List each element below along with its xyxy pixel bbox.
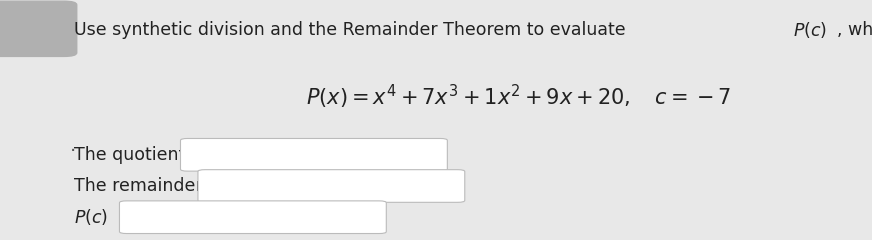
Text: $P(x) = x^4 + 7x^3 + 1x^2 + 9x + 20, \quad c = -7$: $P(x) = x^4 + 7x^3 + 1x^2 + 9x + 20, \qu…	[306, 83, 732, 111]
Text: Use synthetic division and the Remainder Theorem to evaluate: Use synthetic division and the Remainder…	[74, 21, 631, 39]
Text: =: =	[123, 208, 143, 226]
FancyBboxPatch shape	[181, 138, 447, 171]
Text: $P(c)$: $P(c)$	[74, 207, 108, 227]
FancyBboxPatch shape	[0, 1, 77, 56]
FancyBboxPatch shape	[198, 170, 465, 202]
Text: $P(c)$: $P(c)$	[793, 20, 827, 40]
Text: The quotient is: The quotient is	[74, 146, 205, 164]
Text: .: .	[70, 136, 76, 155]
Text: , where: , where	[837, 21, 872, 39]
Text: The remainder is: The remainder is	[74, 177, 222, 195]
FancyBboxPatch shape	[119, 201, 386, 234]
